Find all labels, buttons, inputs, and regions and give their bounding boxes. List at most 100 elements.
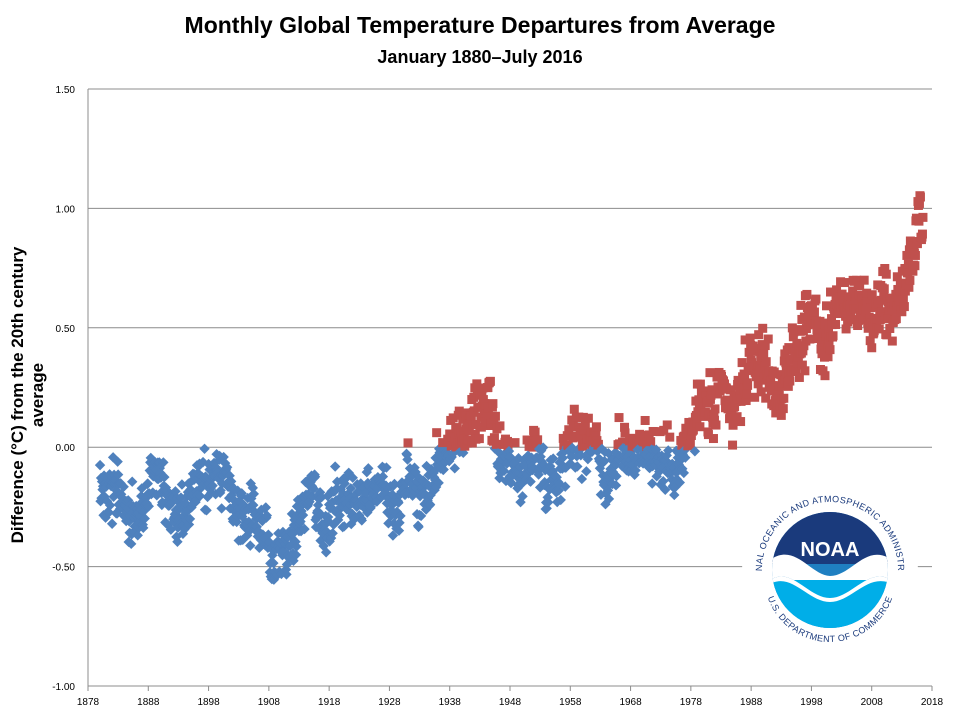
data-point-above [788, 332, 798, 342]
data-point-below [194, 490, 206, 502]
data-point-below [263, 529, 274, 540]
data-point-below [630, 465, 641, 476]
data-point-above [855, 281, 865, 291]
data-point-below [522, 468, 533, 480]
data-point-below [668, 462, 679, 473]
data-point-above [495, 421, 505, 431]
data-point-above [748, 341, 758, 351]
data-point-above [786, 355, 796, 365]
data-point-above [491, 439, 501, 449]
data-point-below [323, 516, 334, 527]
data-point-below [438, 464, 449, 475]
data-point-below [327, 528, 338, 539]
data-point-above [910, 261, 920, 271]
data-point-above [880, 264, 890, 274]
data-point-above [756, 387, 766, 397]
data-point-above [815, 316, 825, 326]
data-point-below [334, 510, 345, 521]
data-point-above [905, 275, 915, 285]
x-tick-label: 1988 [740, 697, 763, 708]
data-point-below [260, 502, 272, 513]
data-point-below [402, 454, 413, 465]
data-point-above [903, 268, 913, 278]
data-point-above [724, 396, 734, 406]
y-tick-label: 0.00 [56, 443, 76, 454]
data-point-below [377, 471, 389, 482]
data-point-below [659, 460, 670, 472]
data-point-above [859, 275, 869, 285]
data-point-above [743, 380, 753, 390]
data-point-above [899, 302, 909, 312]
data-point-below [661, 450, 672, 461]
data-point-below [555, 494, 566, 506]
data-point-above [824, 324, 834, 334]
data-point-above [709, 409, 719, 419]
data-point-above [809, 307, 819, 317]
data-point-below [104, 500, 116, 511]
data-point-below [582, 453, 594, 465]
data-point-above [883, 314, 893, 324]
data-point-above [832, 285, 842, 295]
data-point-below [611, 470, 622, 482]
x-tick-label: 1948 [499, 697, 522, 708]
data-point-below [595, 489, 607, 500]
data-point-below [395, 510, 406, 522]
data-point-above [802, 289, 812, 299]
data-point-above [478, 383, 488, 393]
data-point-above [881, 269, 891, 279]
data-point-above [897, 307, 907, 317]
data-point-below [253, 526, 265, 537]
data-point-above [874, 324, 884, 334]
data-point-above [708, 434, 718, 444]
data-point-below [356, 515, 367, 526]
data-point-below [261, 510, 273, 521]
data-points [94, 191, 928, 585]
data-point-below [666, 474, 677, 485]
data-point-above [745, 333, 755, 343]
data-point-above [742, 389, 752, 399]
x-tick-labels: 1878 1888 1898 1908 1918 1928 1938 1948 1958 1968… [77, 697, 944, 708]
data-point-below [556, 449, 567, 460]
data-point-below [603, 493, 615, 505]
y-tick-label: 1.50 [56, 85, 76, 96]
data-point-above [822, 301, 831, 311]
data-point-above [769, 367, 779, 377]
data-point-above [476, 412, 486, 422]
data-point-above [570, 422, 580, 432]
data-point-below [624, 454, 636, 466]
data-point-below [168, 517, 180, 528]
data-point-above [758, 323, 768, 333]
data-point-below [544, 461, 556, 472]
data-point-above [693, 407, 703, 417]
data-point-above [744, 347, 754, 357]
data-point-above [733, 375, 743, 385]
data-point-above [688, 425, 698, 435]
data-point-above [578, 412, 588, 422]
data-point-above [827, 314, 837, 324]
data-point-below [537, 442, 549, 453]
data-point-above [807, 302, 817, 312]
data-point-below [566, 451, 577, 462]
data-point-above [792, 338, 802, 348]
axes [87, 89, 933, 691]
x-tick-label: 1968 [619, 697, 642, 708]
data-point-below [383, 518, 394, 529]
data-point-below [276, 568, 287, 580]
data-point-above [640, 415, 650, 425]
data-point-below [517, 491, 528, 502]
data-point-below [498, 465, 510, 477]
data-point-above [862, 288, 872, 298]
data-point-above [709, 415, 719, 425]
data-point-above [794, 372, 804, 382]
data-point-below [345, 483, 356, 494]
data-point-above [485, 376, 495, 386]
data-point-above [841, 311, 851, 321]
data-point-above [917, 229, 927, 239]
data-point-above [908, 266, 918, 276]
data-point-above [737, 394, 747, 404]
data-point-below [142, 478, 153, 489]
data-point-above [579, 425, 589, 435]
data-point-below [297, 509, 309, 521]
data-point-below [217, 470, 229, 482]
data-point-below [394, 517, 405, 528]
